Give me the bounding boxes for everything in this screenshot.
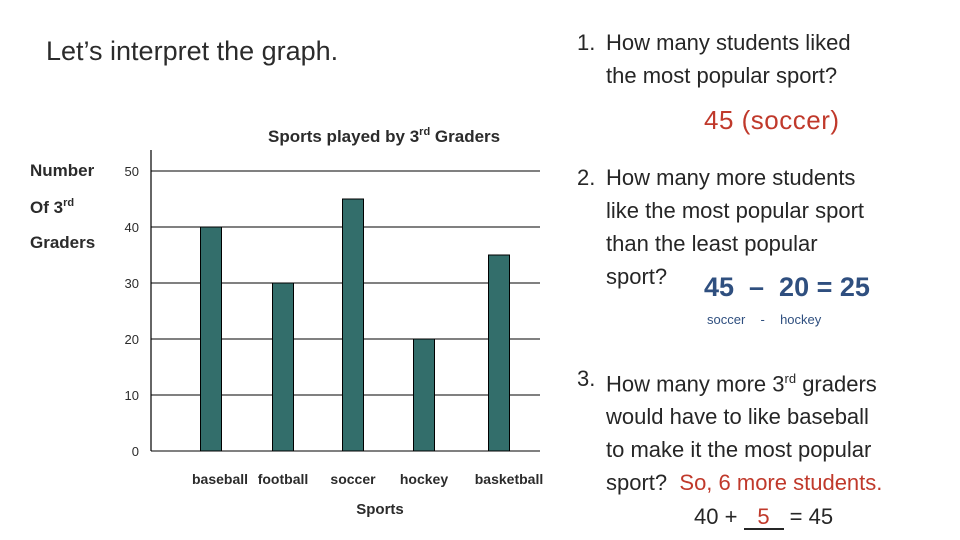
bar-baseball (200, 226, 222, 452)
y-tick-label: 0 (132, 444, 139, 459)
x-tick-label: hockey (400, 471, 448, 487)
chart-title: Sports played by 3rd Graders (268, 126, 500, 146)
y-axis-label-line1: Number (30, 161, 95, 180)
question-2-line: sport? (606, 264, 668, 289)
question-2-number: 2. (577, 165, 596, 190)
bar-chart: Sports played by 3rd Graders Number Of 3… (30, 126, 543, 518)
x-tick-label: baseball (192, 471, 248, 487)
x-tick-label: football (258, 471, 309, 487)
bars (200, 198, 510, 452)
question-3-number: 3. (577, 366, 596, 391)
answer-3: So, 6 more students. (679, 470, 883, 496)
slide-heading: Let’s interpret the graph. (46, 36, 339, 66)
answer-3-equation: 40 + 5 = 45 (694, 504, 834, 530)
question-3-line: How many more 3rd graders (606, 371, 877, 397)
question-2-line: How many more students (606, 165, 856, 190)
y-tick-label: 20 (125, 332, 139, 347)
x-tick-label: basketball (475, 471, 543, 487)
y-tick-label: 30 (125, 276, 139, 291)
question-1-line: the most popular sport? (606, 63, 838, 88)
x-tick-label: soccer (330, 471, 376, 487)
y-tick-label: 10 (125, 388, 139, 403)
question-2-line: than the least popular (606, 231, 818, 256)
y-tick-label: 40 (125, 220, 139, 235)
y-axis-label-line3: Graders (30, 233, 95, 252)
y-axis-label-line2: Of 3rd (30, 197, 74, 217)
answer-2-note: soccer - hockey (707, 312, 822, 327)
question-1-number: 1. (577, 30, 596, 55)
equation-blank: 5 (743, 506, 784, 530)
question-1-line: How many students liked (606, 30, 851, 55)
answer-1: 45 (soccer) (704, 105, 840, 135)
question-3-line: would have to like baseball (606, 404, 869, 430)
question-3-line: sport? So, 6 more students. (606, 470, 883, 496)
bar-hockey (413, 338, 435, 452)
x-axis-label: Sports (356, 501, 404, 518)
answer-2: 45 – 20 = 25 (704, 272, 870, 302)
question-3: 3. How many more 3rd graders would have … (577, 362, 957, 499)
y-tick-label: 50 (125, 164, 139, 179)
bar-soccer (342, 198, 364, 452)
x-tick-labels: baseball football soccer hockey basketball (192, 471, 543, 487)
question-3-line: to make it the most popular (606, 437, 872, 463)
question-2-line: like the most popular sport (606, 198, 865, 223)
bar-basketball (488, 254, 510, 452)
y-tick-labels: 0 10 20 30 40 50 (125, 164, 139, 459)
question-1: 1. How many students liked the most popu… (577, 26, 957, 92)
question-2: 2. How many more students like the most … (577, 161, 957, 293)
bar-football (272, 282, 294, 452)
